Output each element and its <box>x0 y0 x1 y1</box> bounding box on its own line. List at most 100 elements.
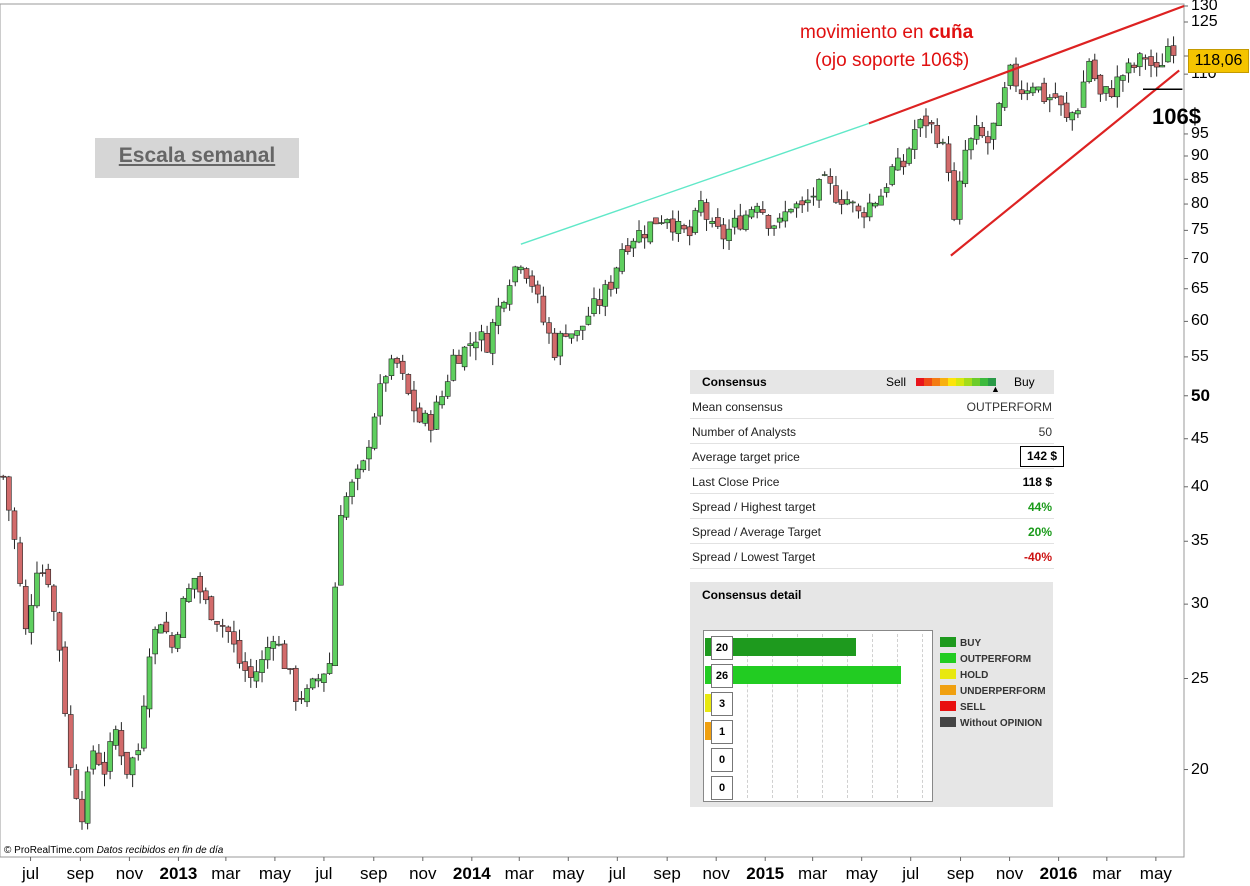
candle-body <box>332 586 338 666</box>
candle-body <box>1131 64 1137 68</box>
candle-body <box>366 446 372 460</box>
legend-item: UNDERPERFORM <box>940 685 1046 697</box>
legend-item: BUY <box>940 637 981 649</box>
consensus-row-value: 50 <box>1038 425 1052 439</box>
candle-body <box>1091 59 1098 80</box>
candle-body <box>793 203 800 209</box>
candle-body <box>422 412 429 424</box>
candle-body <box>608 281 614 290</box>
gauge-marker-icon: ▲ <box>991 384 1000 394</box>
candle-body <box>1170 45 1177 56</box>
candle-body <box>940 141 946 144</box>
credit-note: Datos recibidos en fin de día <box>96 845 224 856</box>
consensus-row-label: Mean consensus <box>692 400 783 414</box>
candle-body <box>956 180 963 220</box>
candle-body <box>1148 56 1154 66</box>
candle-body <box>51 585 57 612</box>
candle-body <box>833 185 839 203</box>
candle-body <box>1086 60 1092 82</box>
consensus-gauge <box>916 378 996 386</box>
candle-body <box>17 542 23 584</box>
consensus-detail-plot: 20 26 3 1 0 0 <box>703 630 933 802</box>
legend-label: HOLD <box>960 670 989 681</box>
gauge-segment <box>980 378 988 386</box>
candle-body <box>405 374 412 394</box>
candle-body <box>135 750 142 756</box>
consensus-row-value: 20% <box>1027 525 1052 539</box>
legend-swatch <box>940 701 956 711</box>
x-tick-label: sep <box>946 864 975 883</box>
candle-body <box>1153 62 1160 68</box>
wedge-title-line2: (ojo soporte 106$) <box>815 50 970 71</box>
consensus-row-value: 44% <box>1027 500 1052 514</box>
candle-body <box>270 641 277 649</box>
candle-body <box>326 663 333 674</box>
candle-body <box>433 401 440 430</box>
x-tick-label: 2015 <box>746 864 785 883</box>
candle-body <box>973 125 980 140</box>
candle-body <box>304 688 310 703</box>
consensus-row-label: Last Close Price <box>692 475 780 489</box>
x-tick-label: sep <box>66 864 95 883</box>
candle-body <box>411 389 417 412</box>
consensus-header: Consensus Sell ▲ Buy <box>690 370 1054 394</box>
legend-item: SELL <box>940 701 986 713</box>
legend-label: SELL <box>960 702 986 713</box>
candle-body <box>1108 88 1115 98</box>
wedge-title-line1: movimiento en cuña <box>800 22 973 44</box>
candle-body <box>540 295 547 323</box>
candle-body <box>39 572 46 574</box>
detail-count: 20 <box>711 636 733 660</box>
candle-body <box>557 332 564 357</box>
candle-body <box>180 597 187 638</box>
candle-body <box>1165 46 1171 63</box>
y-tick-label: 80 <box>1191 195 1209 213</box>
candle-body <box>703 202 710 220</box>
candle-body <box>1142 57 1149 60</box>
candle-body <box>383 376 389 384</box>
legend-swatch <box>940 685 956 695</box>
candle-body <box>219 625 226 627</box>
candle-body <box>444 381 451 397</box>
y-tick-label: 20 <box>1191 760 1209 778</box>
detail-gridline <box>797 634 798 798</box>
candle-body <box>107 741 113 772</box>
x-tick-label: sep <box>360 864 388 883</box>
consensus-row-label: Average target price <box>692 450 800 464</box>
candle-body <box>641 234 648 239</box>
detail-bar <box>705 722 713 740</box>
candle-body <box>501 301 507 309</box>
detail-gridline <box>897 634 898 798</box>
detail-gridline <box>822 634 823 798</box>
candle-body <box>146 656 153 710</box>
candle-body <box>321 673 327 683</box>
candle-body <box>771 225 777 229</box>
x-tick-label: may <box>552 864 585 883</box>
candle-body <box>523 268 530 279</box>
candle-body <box>1114 76 1121 98</box>
candle-body <box>124 751 130 775</box>
gauge-segment <box>940 378 948 386</box>
candle-body <box>292 667 299 702</box>
candle-body <box>776 217 783 223</box>
candle-body <box>838 199 845 205</box>
candle-body <box>917 119 924 129</box>
credit-site: © ProRealTime.com <box>4 845 94 856</box>
consensus-row: Last Close Price 118 $ <box>690 469 1054 494</box>
candle-body <box>450 354 457 381</box>
consensus-row-label: Spread / Highest target <box>692 500 816 514</box>
candle-body <box>692 210 699 233</box>
candle-body <box>1046 97 1053 101</box>
candle-body <box>489 322 496 354</box>
gauge-buy-label: Buy <box>1014 375 1035 389</box>
candle-body <box>247 666 254 678</box>
candle-body <box>349 481 355 497</box>
gauge-segment <box>956 378 964 386</box>
x-tick-label: nov <box>702 864 730 883</box>
detail-count: 3 <box>711 692 733 716</box>
candle-body <box>461 346 468 368</box>
candle-body <box>895 157 901 171</box>
candle-body <box>174 634 181 649</box>
candle-body <box>782 211 789 222</box>
candle-body <box>281 643 288 669</box>
